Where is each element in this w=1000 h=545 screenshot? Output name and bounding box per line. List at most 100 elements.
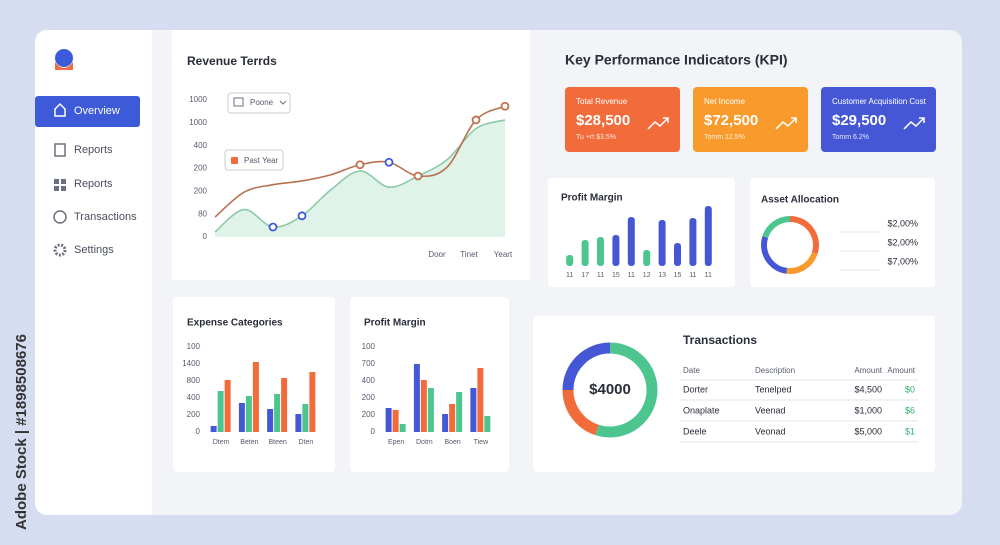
x-axis-label: Yeart bbox=[494, 250, 513, 259]
y-axis-label: 700 bbox=[362, 359, 376, 368]
y-axis-label: 200 bbox=[194, 186, 208, 195]
y-axis-label: 1000 bbox=[189, 118, 207, 127]
y-axis-label: 1000 bbox=[189, 95, 207, 104]
x-axis-label: Bteen bbox=[268, 439, 286, 446]
x-axis-label: Tinet bbox=[460, 250, 478, 259]
table-cell: Tenelped bbox=[755, 384, 792, 394]
point-marker bbox=[297, 211, 307, 221]
trend-icon bbox=[903, 117, 925, 130]
kpi-change: Tomm 12.5% bbox=[704, 134, 745, 141]
x-axis-label: Door bbox=[428, 250, 446, 259]
area bbox=[215, 119, 505, 237]
bar bbox=[477, 368, 484, 432]
panel-profit bbox=[548, 178, 735, 287]
y-axis-label: 200 bbox=[187, 410, 201, 419]
logo bbox=[55, 49, 73, 70]
table-cell: $5,000 bbox=[854, 426, 882, 436]
point-marker bbox=[413, 171, 423, 181]
kpi-label: Total Revenue bbox=[576, 97, 628, 106]
bar bbox=[484, 416, 491, 432]
chart-title: Revenue Terrds bbox=[187, 54, 277, 68]
table-header: Amount bbox=[887, 366, 915, 375]
allocation-label: $2,00% bbox=[887, 237, 918, 247]
kpi-value: $29,500 bbox=[832, 112, 886, 129]
icon-settings bbox=[53, 243, 67, 257]
bar bbox=[704, 206, 712, 266]
nav-item[interactable]: Overview bbox=[74, 105, 120, 117]
dropdown-label: Poone bbox=[250, 98, 274, 107]
y-axis-label: 80 bbox=[198, 209, 207, 218]
donut-segment bbox=[789, 216, 819, 254]
table-header: Date bbox=[683, 366, 700, 375]
dropdown-icon bbox=[233, 97, 244, 107]
x-axis-label: Dten bbox=[298, 439, 313, 446]
y-axis-label: 0 bbox=[203, 232, 208, 241]
table-cell: $6 bbox=[905, 405, 915, 415]
x-axis-label: 15 bbox=[612, 272, 620, 279]
bar bbox=[612, 235, 620, 266]
icon-home bbox=[54, 102, 66, 117]
donut-segment bbox=[595, 342, 658, 438]
nav-active[interactable] bbox=[35, 96, 140, 127]
bar bbox=[238, 403, 245, 432]
y-axis-label: 800 bbox=[187, 376, 201, 385]
bar bbox=[274, 394, 281, 432]
transactions-title: Transactions bbox=[683, 333, 757, 347]
y-axis-label: 1400 bbox=[182, 359, 200, 368]
bar bbox=[597, 237, 604, 266]
bar bbox=[217, 391, 224, 432]
nav-item[interactable]: Reports bbox=[74, 178, 113, 190]
line bbox=[214, 119, 506, 233]
kpi-card bbox=[693, 87, 808, 152]
chart-title: Profit Margin bbox=[364, 318, 426, 329]
point-marker bbox=[471, 115, 481, 125]
bar bbox=[210, 426, 217, 432]
bar bbox=[295, 414, 302, 432]
kpi-title: Key Performance Indicators (KPI) bbox=[565, 52, 788, 68]
y-axis-label: 100 bbox=[362, 342, 376, 351]
bar bbox=[224, 380, 231, 432]
nav-item[interactable]: Transactions bbox=[74, 211, 137, 223]
x-axis-label: Dtem bbox=[213, 439, 230, 446]
x-axis-label: Boen bbox=[444, 439, 460, 446]
kpi-value: $72,500 bbox=[704, 112, 758, 129]
y-axis-label: 0 bbox=[371, 427, 376, 436]
x-axis-label: 11 bbox=[705, 272, 712, 279]
trend-icon bbox=[647, 117, 669, 130]
kpi-change: Tomm 6.2% bbox=[832, 134, 869, 141]
nav-item[interactable]: Settings bbox=[74, 244, 114, 256]
x-axis-label: 11 bbox=[689, 272, 696, 279]
donut-segment bbox=[562, 342, 611, 391]
allocation-label: $2,00% bbox=[887, 218, 918, 228]
icon-reports bbox=[54, 143, 66, 157]
nav-item[interactable]: Reports bbox=[74, 144, 113, 156]
chart-title: Asset Allocation bbox=[761, 195, 839, 206]
allocation-label: $7,00% bbox=[887, 256, 918, 266]
y-axis-label: 200 bbox=[362, 393, 376, 402]
bar bbox=[470, 388, 477, 432]
dropdown-caret bbox=[279, 100, 287, 105]
x-axis-label: 11 bbox=[628, 272, 635, 279]
bar bbox=[281, 378, 288, 432]
y-axis-label: 400 bbox=[362, 376, 376, 385]
x-axis-label: 11 bbox=[566, 272, 573, 279]
kpi-change: Tu +rt $3.5% bbox=[576, 134, 616, 141]
point-marker bbox=[384, 157, 394, 167]
bar bbox=[581, 240, 589, 266]
x-axis-label: 11 bbox=[597, 272, 604, 279]
bar bbox=[392, 410, 399, 432]
bar bbox=[252, 362, 259, 432]
y-axis-label: 200 bbox=[194, 164, 208, 173]
table-header: Description bbox=[755, 366, 795, 375]
trend-icon bbox=[775, 117, 797, 130]
table-cell: $1,000 bbox=[854, 405, 882, 415]
table-cell: Veonad bbox=[755, 426, 786, 436]
bar bbox=[302, 404, 309, 432]
y-axis-label: 100 bbox=[187, 342, 201, 351]
chart-title: Profit Margin bbox=[561, 193, 623, 204]
table-cell: Onaplate bbox=[683, 405, 720, 415]
x-axis-label: 17 bbox=[581, 272, 589, 279]
donut-center-label: $4000 bbox=[589, 381, 631, 398]
bar bbox=[658, 220, 666, 266]
table-cell: $4,500 bbox=[854, 384, 882, 394]
